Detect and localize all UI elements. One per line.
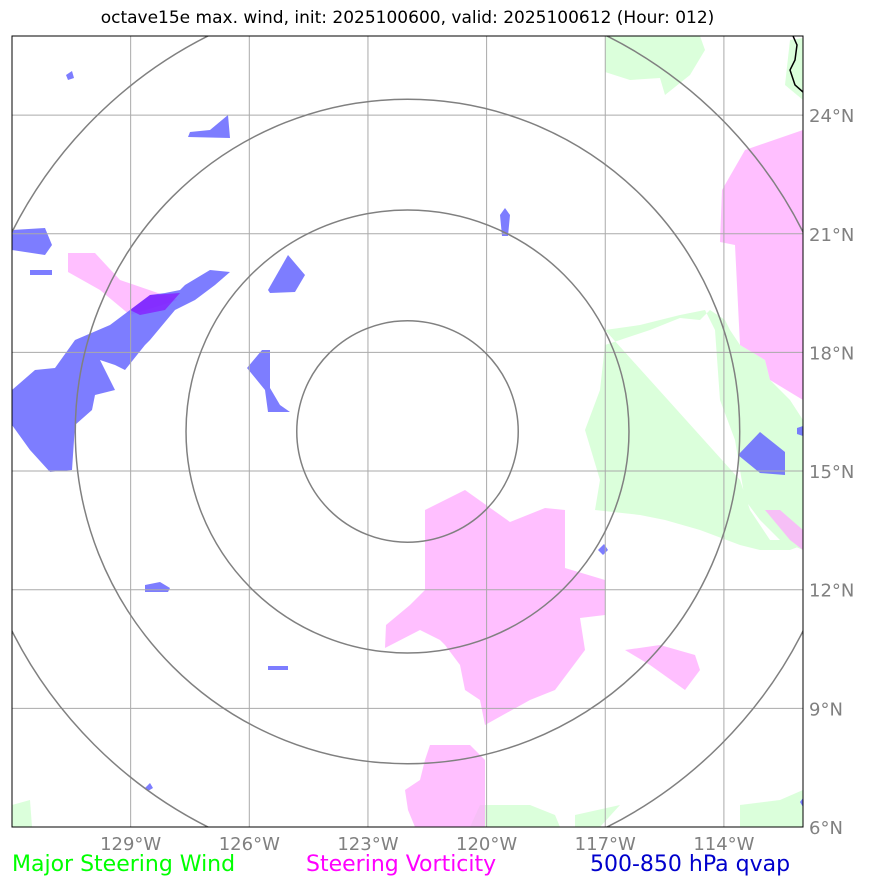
lat-label-1: 21°N — [809, 225, 854, 246]
legend-qvap: 500-850 hPa qvap — [590, 852, 791, 877]
lat-label-2: 18°N — [809, 343, 854, 364]
lat-label-4: 12°N — [809, 581, 854, 602]
range-ring-1 — [296, 320, 519, 543]
lon-axis-labels: 129°W 126°W 123°W 120°W 117°W 114°W — [100, 834, 755, 855]
lat-lon-grid — [12, 36, 803, 827]
range-rings — [12, 36, 803, 827]
lon-label-0: 129°W — [100, 834, 161, 855]
lon-label-5: 114°W — [693, 834, 754, 855]
lon-label-4: 117°W — [575, 834, 636, 855]
lon-label-3: 120°W — [456, 834, 517, 855]
map-frame — [11, 35, 804, 828]
legend-wind: Major Steering Wind — [12, 852, 236, 877]
overlap-region — [130, 293, 180, 315]
lat-axis-labels: 24°N 21°N 18°N 15°N 12°N 9°N 6°N — [809, 106, 854, 839]
coastline — [789, 36, 803, 93]
lat-label-5: 9°N — [809, 699, 843, 720]
lat-label-3: 15°N — [809, 462, 854, 483]
lon-label-1: 126°W — [219, 834, 280, 855]
range-ring-2 — [185, 209, 630, 654]
lat-label-6: 6°N — [809, 818, 843, 839]
range-ring-4 — [12, 36, 803, 827]
lon-label-2: 123°W — [337, 834, 398, 855]
lat-label-0: 24°N — [809, 106, 854, 127]
legend-vorticity: Steering Vorticity — [306, 852, 497, 877]
wind-shading — [12, 36, 803, 827]
qvap-shading — [12, 71, 803, 807]
map-title: octave15e max. wind, init: 2025100600, v… — [100, 8, 715, 28]
range-ring-3 — [74, 98, 741, 765]
